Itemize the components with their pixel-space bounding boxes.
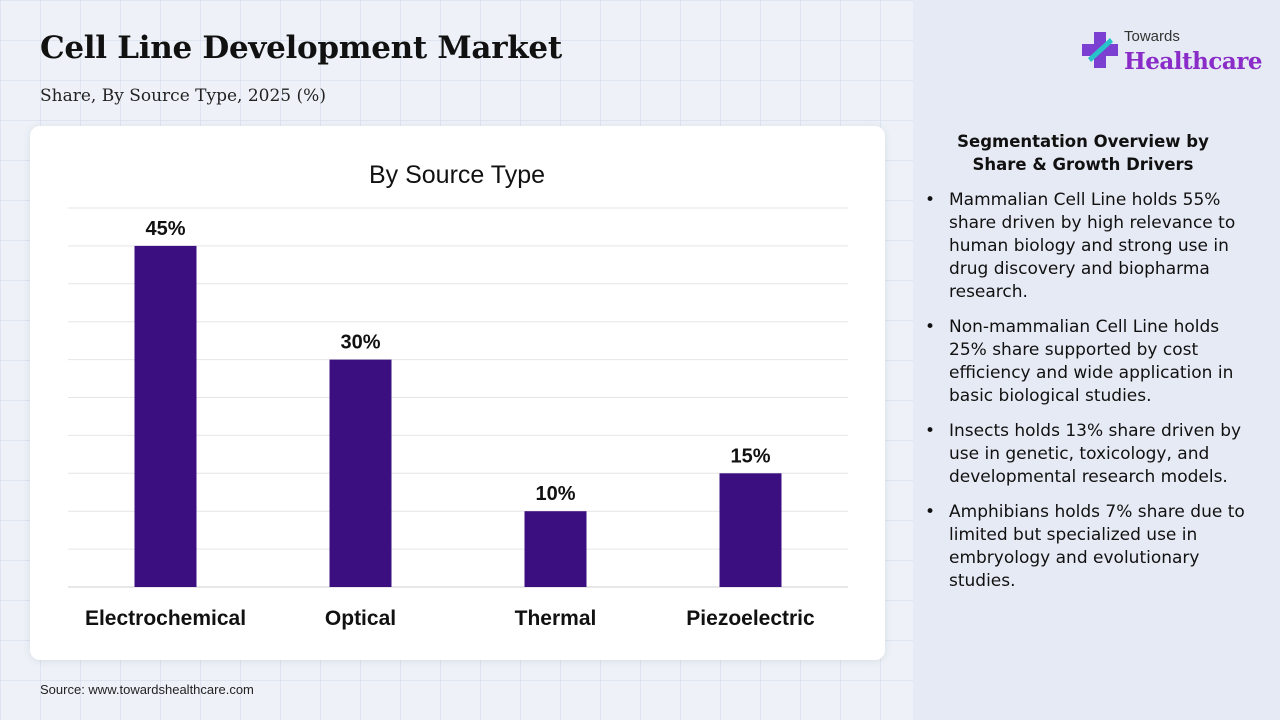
bullet-text: Non-mammalian Cell Line holds 25% share … bbox=[949, 317, 1234, 406]
bullet-icon: • bbox=[925, 421, 936, 441]
category-label: Electrochemical bbox=[85, 607, 246, 630]
bar-electrochemical bbox=[134, 245, 197, 587]
bar-chart: By Source Type 45% 30% 10% 15% Electrochemi… bbox=[68, 161, 848, 630]
chart-category-labels: Electrochemical Optical Thermal Piezoelectr… bbox=[85, 607, 815, 630]
chart-data-labels: 45% 30% 10% 15% bbox=[145, 218, 770, 505]
bullet-text: Amphibians holds 7% share due to limited… bbox=[949, 502, 1245, 591]
page-title: Cell Line Development Market bbox=[40, 30, 562, 66]
bullet-icon: • bbox=[925, 317, 936, 337]
bullet-icon: • bbox=[925, 190, 936, 210]
bullet-text: Insects holds 13% share driven by use in… bbox=[949, 421, 1242, 487]
bar-piezoelectric bbox=[719, 473, 782, 587]
logo-main-text: Healthcare bbox=[1124, 48, 1263, 75]
panel-heading-line2: Share & Growth Drivers bbox=[972, 155, 1194, 174]
list-item: • Mammalian Cell Line holds 55% share dr… bbox=[925, 189, 1245, 304]
list-item: • Non-mammalian Cell Line holds 25% shar… bbox=[925, 316, 1245, 408]
data-label: 45% bbox=[145, 218, 185, 240]
bar-optical bbox=[329, 359, 392, 587]
data-label: 15% bbox=[730, 445, 770, 467]
chart-title: By Source Type bbox=[369, 161, 545, 189]
bullet-text: Mammalian Cell Line holds 55% share driv… bbox=[949, 190, 1236, 302]
bullet-icon: • bbox=[925, 502, 936, 522]
data-label: 30% bbox=[340, 332, 380, 354]
chart-card: By Source Type 45% 30% 10% 15% Electrochemi… bbox=[30, 126, 885, 660]
list-item: • Amphibians holds 7% share due to limit… bbox=[925, 501, 1245, 593]
chart-gridlines bbox=[68, 207, 848, 588]
segmentation-panel bbox=[913, 0, 1280, 720]
source-note: Source: www.towardshealthcare.com bbox=[40, 682, 254, 697]
category-label: Optical bbox=[325, 607, 396, 630]
data-label: 10% bbox=[535, 483, 575, 505]
panel-heading-line1: Segmentation Overview by bbox=[957, 132, 1209, 151]
category-label: Thermal bbox=[515, 607, 597, 630]
driver-bullet-list: • Mammalian Cell Line holds 55% share dr… bbox=[925, 189, 1245, 605]
category-label: Piezoelectric bbox=[686, 607, 815, 630]
panel-heading: Segmentation Overview by Share & Growth … bbox=[935, 130, 1231, 176]
medical-cross-icon bbox=[1082, 32, 1118, 68]
page-subtitle: Share, By Source Type, 2025 (%) bbox=[40, 86, 326, 106]
list-item: • Insects holds 13% share driven by use … bbox=[925, 420, 1245, 489]
chart-bars bbox=[134, 245, 782, 587]
towards-healthcare-logo: Towards Healthcare bbox=[1080, 26, 1263, 82]
logo-top-text: Towards bbox=[1124, 28, 1180, 45]
bar-thermal bbox=[524, 511, 587, 587]
